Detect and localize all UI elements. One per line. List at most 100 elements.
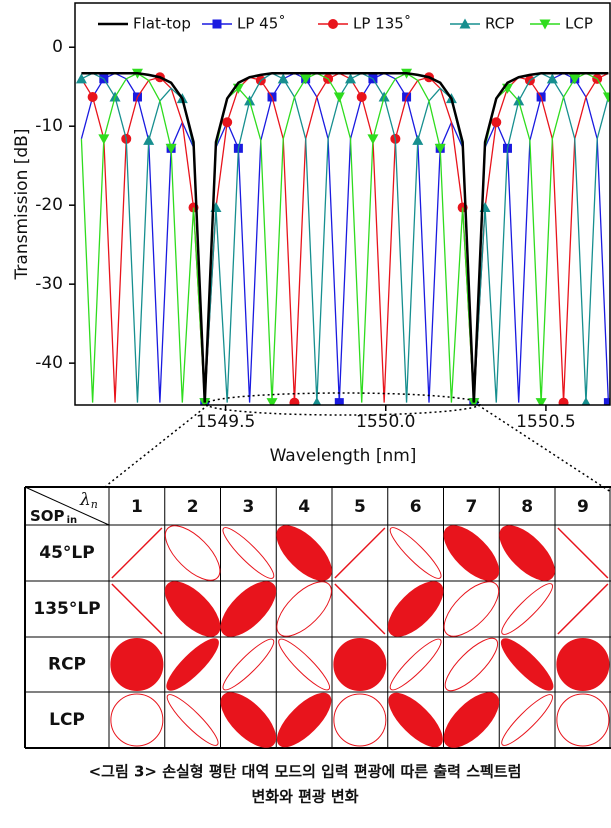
marker — [98, 134, 110, 145]
polarization-ellipse — [276, 581, 332, 637]
corner-sop: SOP in — [30, 507, 77, 527]
polarization-ellipse — [389, 527, 442, 579]
polarization-line — [111, 583, 163, 635]
marker — [333, 92, 345, 103]
marker — [356, 91, 367, 102]
marker — [539, 19, 551, 30]
marker — [334, 398, 344, 405]
zoom-line — [105, 404, 209, 487]
polarization-ellipse — [443, 692, 500, 748]
polarization-table: λn SOP in 1 2 3 4 5 6 7 8 9 45°LP 135°LP RCP LCP — [24, 486, 611, 749]
legend-label: LP 135˚ — [353, 15, 411, 33]
row-header: 135°LP — [33, 599, 100, 619]
y-axis-label: Transmission [dB] — [12, 129, 32, 281]
caption-line: <그림 3> 손실형 평탄 대역 모드의 입력 편광에 따른 출력 스펙트럼 — [89, 763, 522, 781]
column-header: 1 — [131, 497, 143, 517]
sop-subscript: in — [67, 515, 78, 526]
polarization-ellipse — [164, 525, 221, 581]
sop: SOP — [30, 507, 65, 525]
caption-line: 변화와 편광 변화 — [251, 788, 358, 806]
legend-label: Flat-top — [133, 15, 191, 33]
marker — [569, 74, 581, 85]
series-line — [81, 72, 610, 403]
marker — [328, 19, 338, 29]
marker — [212, 19, 222, 29]
polarization-ellipse — [389, 638, 442, 691]
marker — [222, 117, 233, 128]
polarization-ellipse — [443, 581, 500, 637]
y-tick-label: -20 — [35, 195, 63, 215]
polarization-circle — [556, 638, 610, 691]
polarization-ellipse — [278, 638, 331, 691]
row-header: 45°LP — [39, 543, 94, 563]
polarization-ellipse — [500, 638, 554, 691]
corner-lambda: λn — [79, 490, 98, 512]
polarization-ellipse — [220, 692, 277, 748]
polarization-ellipse — [222, 527, 275, 579]
lambda-subscript: n — [91, 498, 98, 511]
x-axis-label: Wavelength [nm] — [270, 446, 417, 466]
polarization-ellipse — [444, 637, 499, 692]
legend-label: LCP — [565, 15, 593, 33]
polarization-ellipse — [166, 694, 219, 746]
marker — [312, 397, 322, 405]
row-header: LCP — [49, 710, 85, 730]
column-header: 3 — [242, 497, 254, 517]
polarization-line — [557, 583, 609, 635]
polarization-ellipse — [501, 583, 554, 635]
y-tick-label: 0 — [52, 37, 63, 57]
marker — [345, 73, 357, 84]
marker — [300, 74, 312, 85]
column-header: 2 — [187, 497, 199, 517]
y-tick-label: -30 — [35, 274, 63, 294]
column-header: 7 — [465, 497, 477, 517]
x-tick-label: 1549.5 — [196, 412, 255, 432]
column-header: 5 — [354, 497, 366, 517]
corner-diagonal — [24, 486, 110, 526]
polarization-ellipse — [166, 638, 219, 691]
x-tick-label: 1550.0 — [356, 412, 415, 432]
series-line — [80, 72, 609, 403]
marker — [602, 92, 610, 103]
legend-label: RCP — [485, 15, 514, 33]
marker — [434, 143, 446, 154]
y-tick-label: -10 — [35, 116, 63, 136]
column-header: 9 — [577, 497, 589, 517]
marker — [603, 398, 610, 405]
polarization-circle — [110, 638, 164, 691]
polarization-ellipse — [220, 581, 277, 637]
marker — [277, 73, 289, 84]
marker — [75, 73, 87, 84]
marker — [558, 397, 569, 405]
column-header: 4 — [298, 497, 310, 517]
marker — [459, 18, 471, 29]
polarization-line — [334, 583, 386, 635]
polarization-circle — [333, 638, 387, 691]
marker — [581, 397, 591, 405]
polarization-ellipse — [276, 525, 332, 581]
polarization-ellipse — [387, 581, 444, 637]
marker — [367, 134, 379, 145]
polarization-ellipse — [222, 638, 275, 691]
series-line — [81, 72, 609, 403]
polarization-ellipse — [276, 692, 332, 748]
polarization-ellipse — [443, 525, 500, 581]
plot-area — [75, 68, 610, 405]
zoom-ellipse — [205, 392, 481, 416]
marker — [412, 134, 424, 145]
marker — [143, 134, 155, 145]
polarization-line — [557, 527, 609, 579]
polarization-line — [111, 527, 163, 579]
marker — [289, 397, 300, 405]
x-tick-label: 1550.5 — [516, 412, 575, 432]
legend-label: LP 45˚ — [237, 15, 286, 33]
polarization-ellipse — [499, 525, 555, 581]
marker — [546, 73, 558, 84]
marker — [87, 91, 98, 102]
column-header: 6 — [410, 497, 422, 517]
series-line — [80, 72, 610, 403]
row-header: RCP — [48, 655, 86, 675]
polarization-ellipse — [388, 692, 443, 748]
